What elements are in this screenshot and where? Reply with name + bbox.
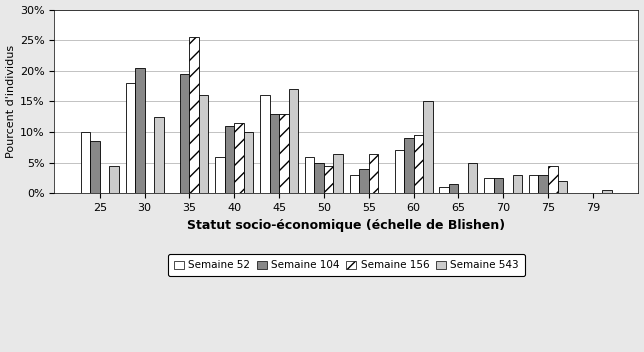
Bar	[538, 175, 548, 193]
Bar	[314, 163, 324, 193]
X-axis label: Statut socio-économique (échelle de Blishen): Statut socio-économique (échelle de Blis…	[187, 219, 506, 232]
Bar	[199, 95, 209, 193]
Bar	[439, 187, 449, 193]
Bar	[359, 169, 369, 193]
Bar	[244, 132, 253, 193]
Bar	[234, 123, 244, 193]
Bar	[289, 89, 298, 193]
Legend: Semaine 52, Semaine 104, Semaine 156, Semaine 543: Semaine 52, Semaine 104, Semaine 156, Se…	[167, 254, 525, 276]
Bar	[334, 153, 343, 193]
Bar	[180, 74, 189, 193]
Bar	[449, 184, 459, 193]
Bar	[260, 95, 270, 193]
Bar	[423, 101, 433, 193]
Bar	[558, 181, 567, 193]
Bar	[413, 135, 423, 193]
Bar	[468, 163, 477, 193]
Bar	[484, 178, 494, 193]
Bar	[189, 37, 199, 193]
Bar	[135, 68, 145, 193]
Bar	[215, 157, 225, 193]
Bar	[90, 141, 100, 193]
Bar	[324, 166, 334, 193]
Bar	[529, 175, 538, 193]
Bar	[602, 190, 612, 193]
Bar	[548, 166, 558, 193]
Bar	[225, 126, 234, 193]
Bar	[494, 178, 503, 193]
Bar	[404, 138, 413, 193]
Bar	[350, 175, 359, 193]
Bar	[270, 114, 279, 193]
Bar	[279, 114, 289, 193]
Bar	[305, 157, 314, 193]
Bar	[369, 153, 378, 193]
Bar	[395, 151, 404, 193]
Bar	[154, 117, 164, 193]
Bar	[80, 132, 90, 193]
Bar	[126, 83, 135, 193]
Bar	[513, 175, 522, 193]
Bar	[109, 166, 119, 193]
Y-axis label: Pourcent d'individus: Pourcent d'individus	[6, 45, 15, 158]
